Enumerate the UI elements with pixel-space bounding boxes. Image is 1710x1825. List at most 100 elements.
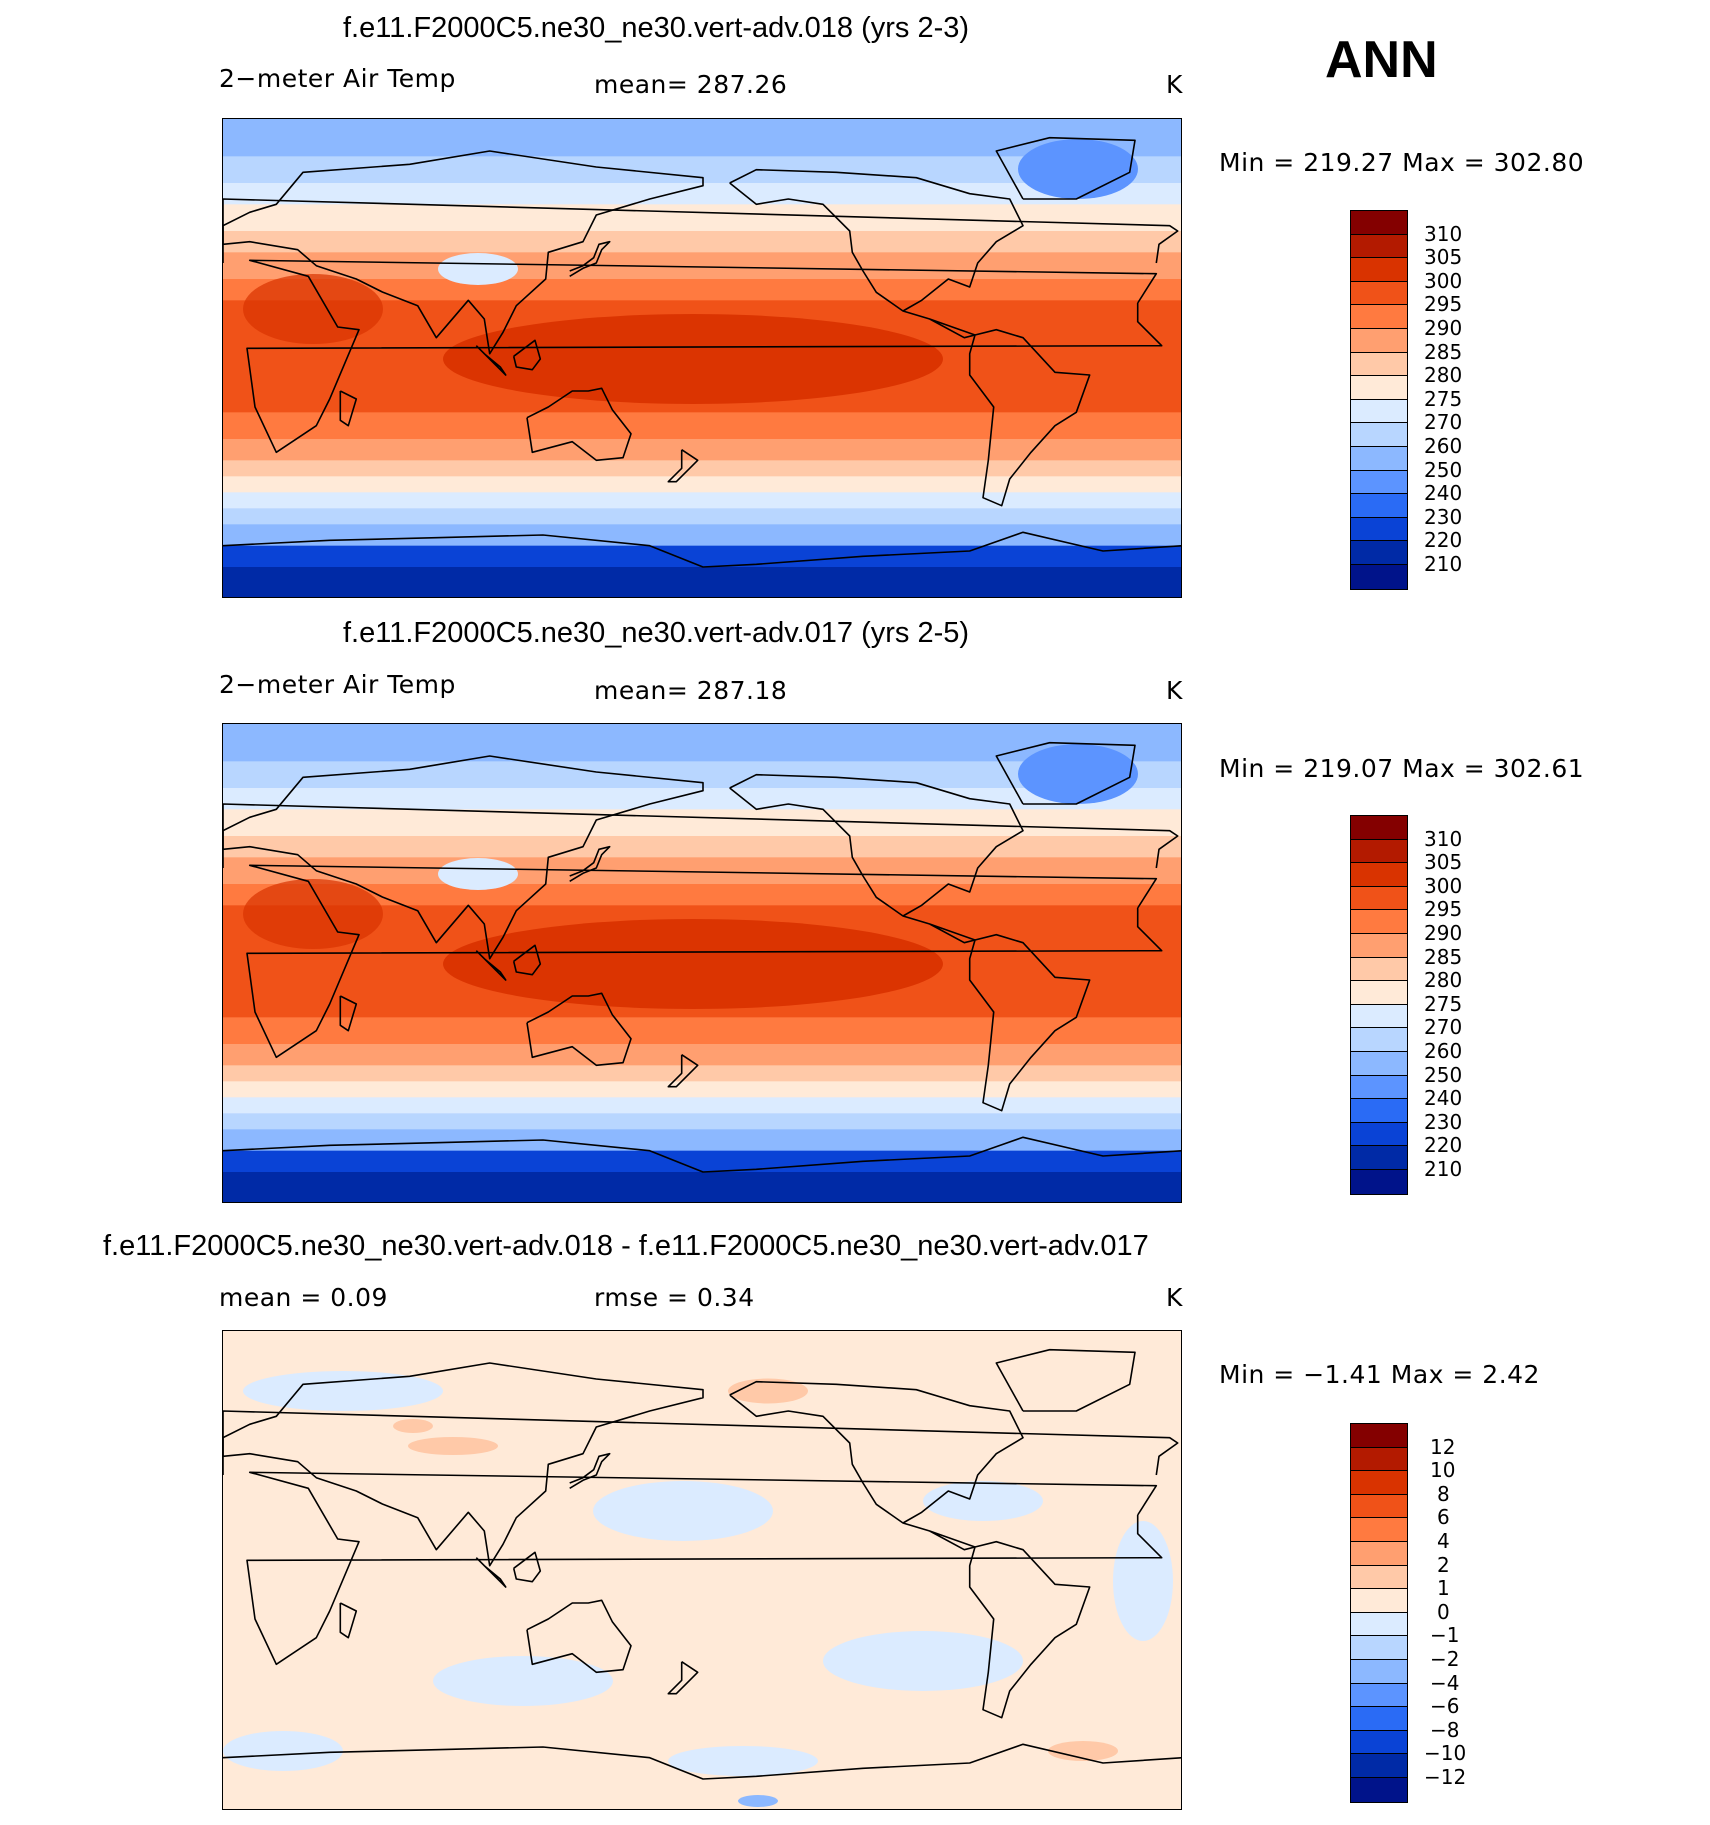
colorbar-box [1351,1777,1407,1802]
colorbar-tick-label: 260 [1424,434,1463,458]
coastline [729,1380,1024,1551]
colorbar-tick-label: 290 [1424,921,1463,945]
min-max-label: Min = 219.07 Max = 302.61 [1219,754,1585,783]
field-band [223,1097,1181,1114]
colorbar-tick-label: 240 [1424,1086,1463,1111]
colorbar-tick-label: 8 [1437,1481,1450,1506]
field-band [223,724,1181,762]
colorbar-box [1351,886,1407,911]
field-band [223,1331,1181,1809]
field-band [223,252,1181,280]
variable-label: 2−meter Air Temp [219,64,456,93]
colorbar-box [1351,957,1407,982]
units-label: K [1166,676,1183,705]
colorbar-box [1351,981,1407,1005]
map-plot [222,723,1182,1203]
colorbar-box [1351,1146,1407,1170]
field-band [223,439,1181,461]
colorbar-box [1351,376,1407,400]
colorbar-tick-label: 310 [1424,221,1463,246]
field-band [223,1044,1181,1066]
map-plot [222,118,1182,598]
colorbar [1350,815,1408,1195]
colorbar-tick-label: −8 [1430,1717,1460,1742]
field-band [223,567,1181,597]
colorbar-box [1351,305,1407,329]
colorbar-tick-label: 270 [1424,410,1463,435]
colorbar-tick-label: −1 [1430,1623,1460,1648]
colorbar-tick-label: 1 [1437,1576,1450,1601]
coastline [569,1452,611,1489]
colorbar-box [1351,1099,1407,1123]
colorbar-tick-label: 275 [1424,991,1463,1016]
colorbar-tick-label: 305 [1424,850,1463,875]
field-band [223,1113,1181,1130]
colorbar-tick-label: 240 [1424,481,1463,506]
colorbar-tick-label: 220 [1424,528,1463,553]
colorbar-tick-label: 285 [1424,944,1463,969]
colorbar-tick-label: 305 [1424,245,1463,270]
colorbar-tick-label: 0 [1437,1599,1450,1624]
diff-patch [243,1371,443,1411]
colorbar-box [1351,839,1407,864]
colorbar-box [1351,1051,1407,1076]
diff-warm-patch [1048,1741,1118,1761]
coastline [223,755,704,960]
colorbar-box [1351,863,1407,887]
colorbar-tick-label: 270 [1424,1015,1463,1040]
variable-label: 2−meter Air Temp [219,670,456,699]
colorbar-box [1351,1471,1407,1495]
min-max-label: Min = 219.27 Max = 302.80 [1219,148,1585,177]
colorbar-box [1351,211,1407,235]
warm-pool [443,314,943,404]
field-band [223,183,1181,205]
coastline [667,1054,699,1088]
coastline [667,1661,699,1695]
field-band [223,204,1181,232]
map-svg [223,724,1181,1202]
coastline [569,240,611,277]
diff-patch [433,1656,613,1706]
colorbar-tick-label: 285 [1424,339,1463,364]
colorbar-box [1351,1754,1407,1778]
colorbar-box [1351,1075,1407,1100]
coastline [223,1743,1181,1780]
coastline [995,1348,1136,1412]
colorbar-box [1351,234,1407,259]
coastline [512,339,542,371]
coastlines [223,1348,1181,1780]
field-band [223,1172,1181,1202]
map-plot [222,1330,1182,1810]
colorbar-box [1351,910,1407,934]
colorbar-tick-label: 250 [1424,1062,1463,1087]
units-label: K [1166,1283,1183,1312]
coastline [223,803,1179,869]
colorbar-tick-label: 230 [1424,504,1463,529]
panel-title: f.e11.F2000C5.ne30_ne30.vert-adv.017 (yr… [343,617,970,649]
colorbar [1350,1423,1408,1803]
tibet-cold [438,858,518,890]
colorbar-box [1351,1541,1407,1566]
coastline [223,1362,704,1567]
coastline [246,1471,1163,1666]
colorbar-box [1351,470,1407,495]
coastline [968,328,1091,507]
mean-label: mean = 0.09 [219,1283,388,1312]
colorbar-tick-label: 230 [1424,1109,1463,1134]
field-band [223,231,1181,253]
colorbar-box [1351,399,1407,424]
diff-patch [593,1481,773,1541]
colorbar-tick-label: 295 [1424,292,1463,317]
coastline [729,773,1024,944]
colorbar-box [1351,1424,1407,1448]
coastline [223,198,1179,264]
colorbar-tick-label: 4 [1437,1529,1450,1553]
colorbar-box [1351,1494,1407,1519]
colorbar-box [1351,1565,1407,1590]
field-bands [223,724,1181,1202]
colorbar-tick-label: 250 [1424,457,1463,482]
coastlines [223,741,1181,1173]
sahara-warm [243,879,383,949]
map-svg [223,1331,1181,1809]
colorbar-box [1351,541,1407,565]
